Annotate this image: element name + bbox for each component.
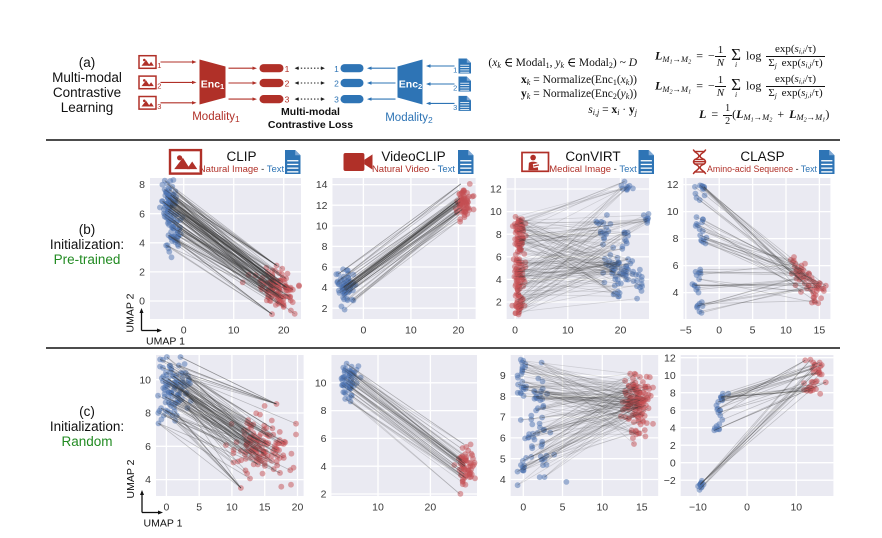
svg-text:10: 10 <box>405 325 417 337</box>
svg-text:5: 5 <box>196 502 202 514</box>
svg-text:10: 10 <box>139 374 151 386</box>
svg-text:8: 8 <box>145 408 151 420</box>
svg-text:10: 10 <box>667 206 679 218</box>
svg-text:20: 20 <box>615 325 627 337</box>
svg-text:2: 2 <box>139 267 145 279</box>
svg-text:4: 4 <box>496 274 502 286</box>
svg-text:0: 0 <box>512 325 518 337</box>
svg-text:20: 20 <box>292 502 304 514</box>
svg-text:2: 2 <box>157 81 161 90</box>
svg-text:−10: −10 <box>689 502 707 514</box>
svg-text:20: 20 <box>425 502 437 514</box>
svg-text:8: 8 <box>500 391 506 403</box>
svg-text:10: 10 <box>316 220 328 232</box>
svg-text:10: 10 <box>664 370 676 382</box>
svg-text:5: 5 <box>560 502 566 514</box>
svg-text:0: 0 <box>716 325 722 337</box>
svg-text:6: 6 <box>322 262 328 274</box>
svg-text:12: 12 <box>664 352 676 364</box>
svg-text:UMAP 2: UMAP 2 <box>125 459 137 498</box>
svg-text:3: 3 <box>157 102 161 111</box>
svg-text:10: 10 <box>562 325 574 337</box>
svg-text:9: 9 <box>500 370 506 382</box>
svg-text:10: 10 <box>372 502 384 514</box>
svg-text:1: 1 <box>285 64 290 74</box>
svg-text:3: 3 <box>285 95 290 105</box>
svg-text:8: 8 <box>322 241 328 253</box>
svg-text:14: 14 <box>316 179 328 191</box>
svg-text:1: 1 <box>334 64 339 74</box>
svg-text:3: 3 <box>334 95 339 105</box>
svg-text:0: 0 <box>163 502 169 514</box>
svg-text:10: 10 <box>228 325 240 337</box>
svg-text:8: 8 <box>139 179 145 191</box>
svg-text:15: 15 <box>259 502 271 514</box>
svg-text:10: 10 <box>490 206 502 218</box>
svg-text:2: 2 <box>496 297 502 309</box>
svg-text:2: 2 <box>334 79 339 89</box>
svg-text:4: 4 <box>139 237 145 249</box>
svg-text:1: 1 <box>157 61 161 70</box>
svg-text:6: 6 <box>673 260 679 272</box>
svg-text:UMAP 2: UMAP 2 <box>125 293 137 332</box>
svg-text:0: 0 <box>744 502 750 514</box>
svg-text:Enc1: Enc1 <box>201 79 224 92</box>
svg-text:1: 1 <box>453 66 457 75</box>
svg-text:6: 6 <box>145 441 151 453</box>
svg-text:3: 3 <box>453 103 457 112</box>
svg-text:12: 12 <box>490 184 502 196</box>
svg-text:2: 2 <box>321 489 327 501</box>
svg-text:20: 20 <box>278 325 290 337</box>
svg-text:2: 2 <box>453 84 457 93</box>
svg-text:0: 0 <box>520 502 526 514</box>
svg-text:Enc2: Enc2 <box>399 79 422 92</box>
svg-text:5: 5 <box>500 453 506 465</box>
svg-text:12: 12 <box>316 200 328 212</box>
svg-text:4: 4 <box>321 461 327 473</box>
svg-text:−5: −5 <box>680 325 692 337</box>
svg-text:10: 10 <box>780 325 792 337</box>
svg-text:4: 4 <box>500 474 506 486</box>
svg-text:2: 2 <box>670 440 676 452</box>
svg-text:15: 15 <box>814 325 826 337</box>
svg-text:6: 6 <box>139 208 145 220</box>
svg-text:4: 4 <box>670 422 676 434</box>
svg-text:8: 8 <box>321 405 327 417</box>
svg-text:6: 6 <box>321 433 327 445</box>
svg-text:8: 8 <box>670 387 676 399</box>
svg-text:0: 0 <box>139 296 145 308</box>
svg-text:5: 5 <box>750 325 756 337</box>
svg-text:8: 8 <box>496 229 502 241</box>
svg-text:−2: −2 <box>664 475 676 487</box>
svg-text:2: 2 <box>285 79 290 89</box>
svg-text:UMAP 1: UMAP 1 <box>146 336 185 348</box>
svg-text:4: 4 <box>673 287 679 299</box>
svg-text:8: 8 <box>673 233 679 245</box>
svg-text:UMAP 1: UMAP 1 <box>144 518 183 530</box>
svg-text:4: 4 <box>322 282 328 294</box>
svg-text:0: 0 <box>360 325 366 337</box>
svg-text:20: 20 <box>453 325 465 337</box>
svg-text:15: 15 <box>636 502 648 514</box>
svg-text:10: 10 <box>790 502 802 514</box>
svg-text:0: 0 <box>181 325 187 337</box>
svg-text:6: 6 <box>500 433 506 445</box>
svg-text:2: 2 <box>322 303 328 315</box>
svg-text:7: 7 <box>500 412 506 424</box>
svg-text:6: 6 <box>496 251 502 263</box>
svg-text:6: 6 <box>670 405 676 417</box>
svg-text:0: 0 <box>670 457 676 469</box>
svg-text:12: 12 <box>667 179 679 191</box>
svg-text:4: 4 <box>145 474 151 486</box>
svg-text:10: 10 <box>315 377 327 389</box>
svg-text:10: 10 <box>596 502 608 514</box>
svg-text:10: 10 <box>226 502 238 514</box>
